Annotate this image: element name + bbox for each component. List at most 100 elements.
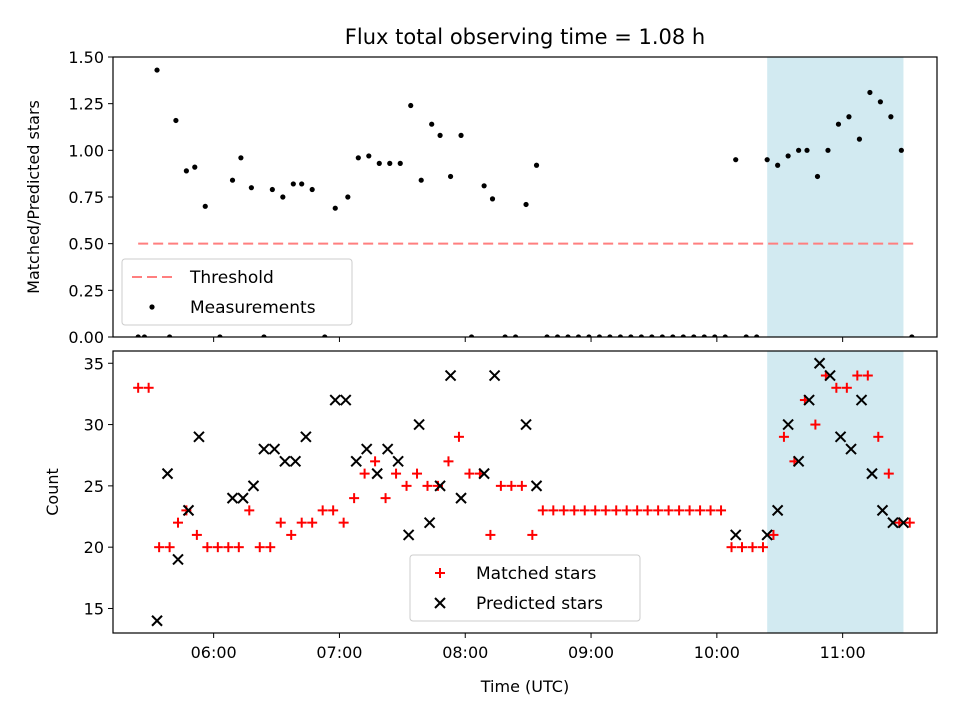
matched-star-point [695, 505, 706, 516]
measurement-point [167, 334, 173, 337]
predicted-star-point [172, 553, 184, 566]
predicted-star-point [478, 467, 490, 480]
measurement-point [825, 147, 831, 153]
measurement-point [481, 183, 487, 189]
matched-star-point [506, 480, 517, 491]
matched-star-point [172, 517, 183, 528]
legend-box [121, 258, 353, 326]
measurement-point [523, 201, 529, 208]
predicted-star-point [289, 455, 302, 468]
predicted-star-point [530, 480, 543, 492]
matched-star-point [537, 505, 548, 516]
measurement-point [217, 334, 223, 337]
predicted-star-point [782, 418, 794, 431]
predicted-star-point [329, 394, 341, 406]
y-tick-label: 20 [84, 538, 104, 557]
predicted-star-point [434, 480, 446, 492]
matched-star-point [558, 505, 569, 516]
matched-star-point [286, 529, 297, 540]
y-axis-label: Count [43, 468, 62, 516]
matched-star-point [453, 431, 464, 442]
y-tick-label: 25 [84, 477, 104, 496]
measurement-point [814, 173, 821, 180]
measurement-point [554, 334, 561, 337]
plot-area [135, 67, 915, 337]
predicted-star-point [771, 504, 784, 517]
measurement-point [565, 334, 571, 337]
matched-star-point [579, 505, 590, 516]
measurement-point [775, 162, 781, 168]
predicted-star-point [350, 455, 362, 468]
measurement-point [898, 147, 904, 153]
measurement-point [712, 334, 718, 337]
legend-matched-swatch [435, 568, 445, 578]
matched-star-point [527, 529, 538, 540]
matched-star-point [485, 529, 496, 540]
matched-star-point [275, 517, 286, 528]
predicted-star-point [237, 492, 249, 504]
matched-star-point [632, 505, 643, 516]
predicted-star-point [371, 467, 383, 480]
measurement-point [680, 334, 686, 337]
measurement-point [309, 186, 315, 193]
measurement-point [804, 147, 810, 153]
measurement-point [366, 153, 372, 159]
measurement-point [345, 194, 351, 200]
matched-star-point [349, 493, 360, 504]
matched-star-point [164, 542, 175, 553]
matched-star-point [663, 505, 674, 516]
predicted-star-point [151, 615, 163, 627]
matched-star-point [611, 505, 622, 516]
predicted-star-point [413, 418, 425, 431]
matched-star-point [317, 505, 328, 516]
y-tick-label: 0.50 [68, 235, 104, 254]
predicted-star-point [444, 369, 457, 382]
measurement-point [290, 181, 296, 187]
matched-star-point [328, 505, 339, 516]
measurement-point [754, 334, 760, 337]
measurement-point [192, 164, 198, 170]
predicted-star-point [226, 492, 239, 504]
measurement-point [638, 334, 644, 337]
matched-star-point [684, 505, 695, 516]
predicted-star-point [792, 455, 805, 468]
measurement-point [429, 121, 435, 127]
matched-star-point [516, 480, 527, 491]
matched-star-point [705, 505, 716, 516]
measurement-point [248, 185, 254, 191]
x-tick-label: 06:00 [191, 643, 237, 662]
legend-predicted-swatch [434, 597, 446, 609]
measurement-point [888, 114, 894, 120]
plot-area [133, 357, 915, 627]
measurement-point [544, 334, 550, 337]
predicted-star-point [824, 369, 836, 382]
measurement-point [617, 334, 623, 337]
y-tick-label: 0.75 [68, 188, 104, 207]
measurement-point [785, 153, 791, 159]
legend-threshold-label: Threshold [189, 268, 274, 288]
matched-star-point [726, 542, 737, 553]
x-tick-label: 09:00 [568, 643, 614, 662]
matched-star-point [590, 505, 601, 516]
matched-star-point [841, 382, 852, 393]
matched-star-point [443, 456, 454, 467]
matched-star-point [873, 431, 884, 442]
x-tick-label: 08:00 [442, 643, 488, 662]
measurement-point [856, 136, 863, 142]
legend-measurements-label: Measurements [190, 298, 316, 318]
measurement-point [586, 334, 592, 337]
measurement-point [607, 334, 613, 337]
matched-star-point [223, 542, 234, 553]
matched-star-point [495, 480, 506, 491]
chart-title: Flux total observing time = 1.08 h [345, 25, 705, 49]
x-tick-label: 11:00 [820, 643, 866, 662]
measurement-point [575, 334, 582, 337]
predicted-star-point [520, 418, 532, 431]
matched-star-point [244, 505, 255, 516]
predicted-star-point [730, 529, 742, 541]
y-tick-label: 1.25 [68, 95, 104, 114]
measurement-point [502, 334, 508, 337]
measurement-point [447, 173, 454, 180]
legend-measurements-swatch [149, 304, 155, 310]
axes-frame [112, 56, 938, 338]
